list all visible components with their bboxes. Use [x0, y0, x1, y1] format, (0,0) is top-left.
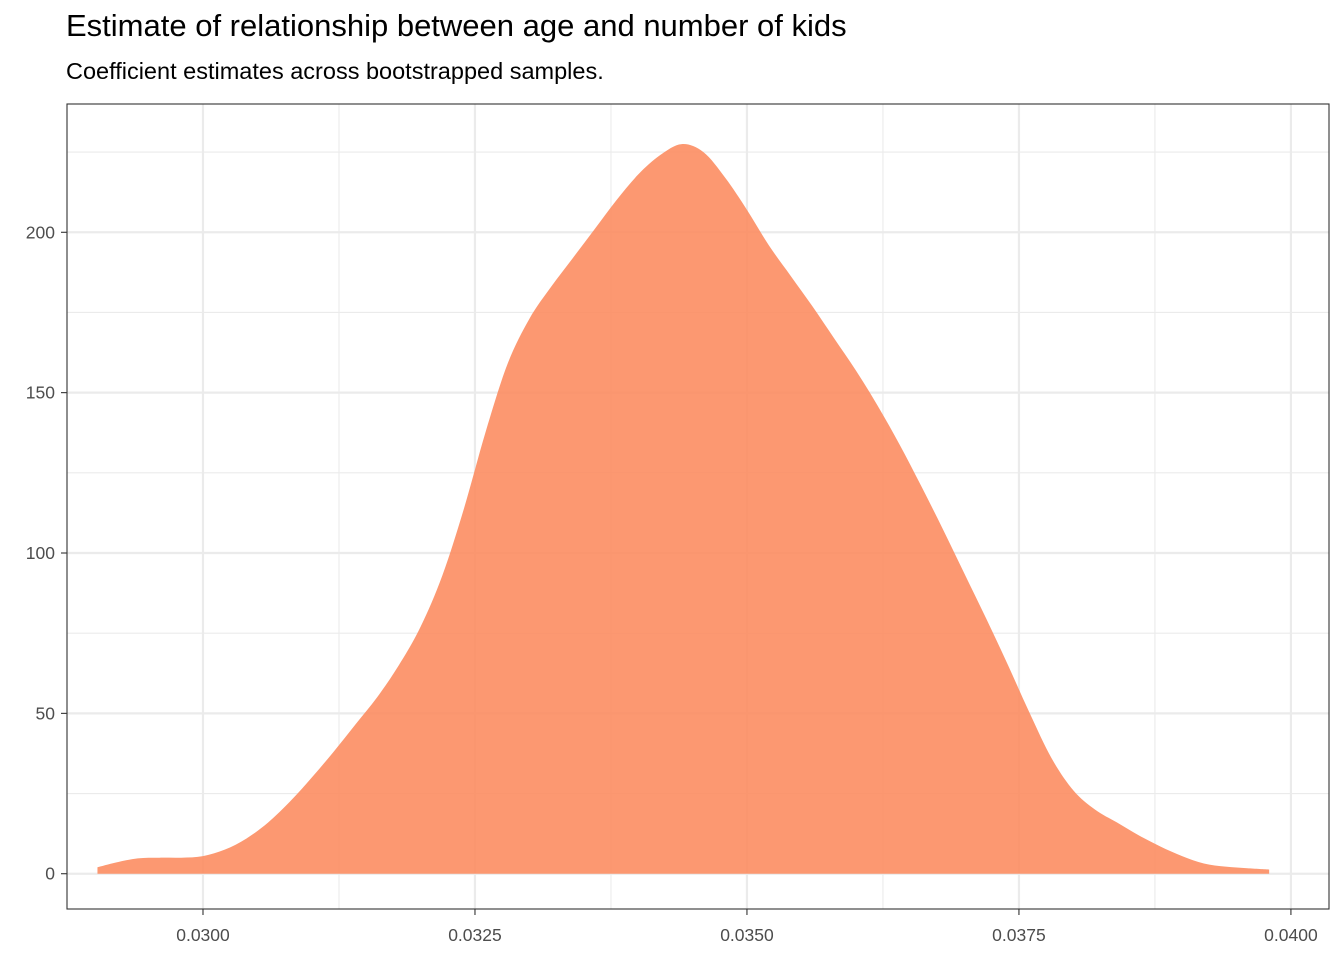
chart-subtitle: Coefficient estimates across bootstrappe… — [66, 58, 604, 84]
x-axis: 0.0300 0.0325 0.0350 0.0375 0.0400 — [176, 909, 1318, 945]
y-tick-label: 200 — [26, 222, 55, 242]
density-area — [97, 144, 1270, 874]
y-tick-label: 100 — [26, 543, 55, 563]
chart-title: Estimate of relationship between age and… — [66, 8, 847, 43]
y-tick-label: 0 — [45, 864, 55, 884]
x-tick-label: 0.0375 — [992, 925, 1046, 945]
y-tick-label: 50 — [36, 703, 56, 723]
x-tick-label: 0.0350 — [720, 925, 774, 945]
y-axis: 0 50 100 150 200 — [26, 222, 67, 884]
x-tick-label: 0.0400 — [1264, 925, 1318, 945]
x-tick-label: 0.0300 — [176, 925, 230, 945]
x-tick-label: 0.0325 — [448, 925, 502, 945]
y-tick-label: 150 — [26, 383, 55, 403]
plot-border — [66, 103, 1330, 910]
